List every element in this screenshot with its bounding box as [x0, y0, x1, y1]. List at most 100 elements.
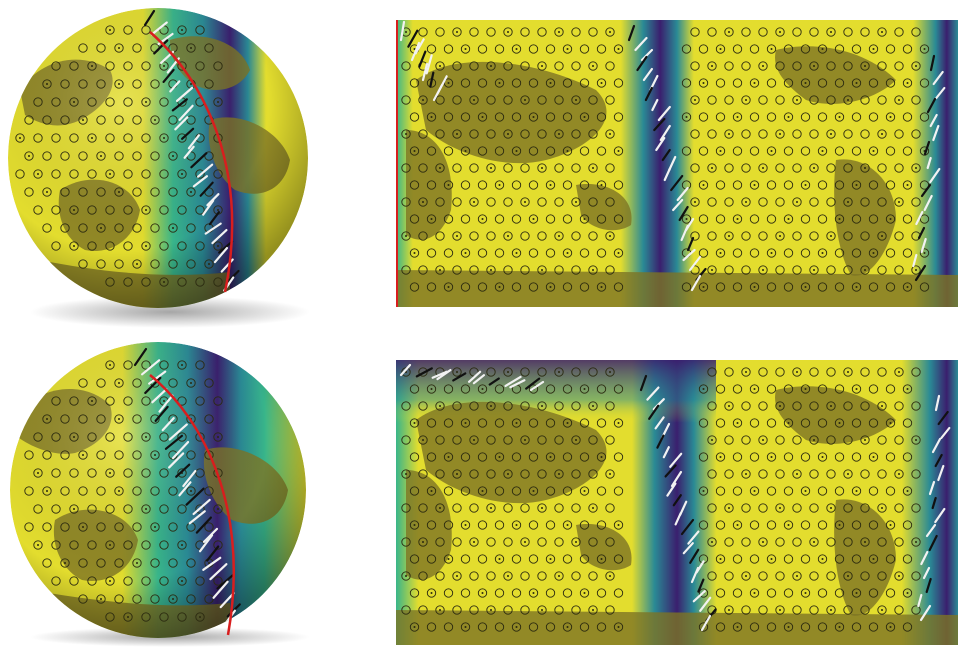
circle-marker-icon: [60, 450, 70, 460]
circle-marker-icon: [418, 129, 428, 139]
dot-circle-marker-icon: [19, 137, 21, 139]
circle-marker-icon: [596, 486, 607, 496]
circle-marker-icon: [132, 43, 142, 53]
circle-marker-icon: [843, 129, 853, 139]
circle-marker-icon: [477, 418, 488, 428]
dot-circle-marker-icon: [889, 218, 892, 220]
map-panel-bottom: [396, 360, 958, 645]
arrow-vector-icon: [931, 437, 942, 454]
circle-marker-icon: [758, 163, 768, 173]
circle-marker-icon: [69, 133, 79, 143]
globe-shading: [10, 342, 306, 638]
circle-marker-icon: [78, 187, 88, 197]
circle-marker-icon: [186, 594, 196, 604]
circle-marker-icon: [409, 78, 420, 88]
dot-circle-marker-icon: [46, 191, 48, 193]
arrow-vector-icon: [932, 70, 944, 86]
arrow-vector-icon: [178, 481, 192, 497]
dot-circle-marker-icon: [821, 150, 824, 152]
dot-circle-marker-icon: [464, 252, 467, 254]
circle-marker-icon: [868, 520, 879, 530]
circle-marker-icon: [783, 486, 794, 496]
circle-marker-icon: [494, 486, 505, 496]
circle-marker-icon: [588, 401, 598, 411]
arrow-vector-icon: [929, 54, 936, 72]
circle-marker-icon: [775, 401, 785, 411]
circle-marker-icon: [486, 95, 496, 105]
circle-marker-icon: [707, 265, 717, 275]
dot-circle-marker-icon: [498, 286, 501, 288]
circle-marker-icon: [571, 367, 581, 377]
circle-marker-icon: [732, 554, 743, 564]
dot-circle-marker-icon: [464, 626, 467, 628]
circle-marker-icon: [51, 241, 61, 251]
circle-marker-icon: [150, 594, 160, 604]
circle-marker-icon: [911, 537, 921, 547]
arrow-vector-icon: [432, 83, 444, 102]
circle-marker-icon: [469, 537, 479, 547]
circle-marker-icon: [732, 146, 743, 156]
dot-circle-marker-icon: [617, 422, 620, 424]
dot-circle-marker-icon: [728, 405, 730, 407]
dot-circle-marker-icon: [855, 184, 858, 186]
circle-marker-icon: [520, 27, 530, 37]
dot-circle-marker-icon: [46, 418, 48, 420]
circle-marker-icon: [435, 401, 445, 411]
circle-marker-icon: [758, 95, 768, 105]
dot-circle-marker-icon: [915, 167, 917, 169]
circle-marker-icon: [123, 504, 133, 514]
circle-marker-icon: [418, 503, 428, 513]
circle-marker-icon: [426, 282, 437, 292]
dot-circle-marker-icon: [490, 507, 492, 509]
circle-marker-icon: [213, 97, 223, 107]
circle-marker-icon: [877, 163, 887, 173]
circle-marker-icon: [707, 61, 717, 71]
circle-marker-icon: [78, 115, 88, 125]
dot-circle-marker-icon: [753, 490, 756, 492]
circle-marker-icon: [554, 401, 564, 411]
dot-circle-marker-icon: [702, 82, 705, 84]
circle-marker-icon: [732, 214, 743, 224]
circle-marker-icon: [503, 95, 513, 105]
dot-circle-marker-icon: [762, 439, 764, 441]
circle-marker-icon: [195, 25, 205, 35]
dot-circle-marker-icon: [464, 150, 467, 152]
circle-marker-icon: [902, 554, 913, 564]
circle-marker-icon: [105, 277, 115, 287]
circle-marker-icon: [571, 27, 581, 37]
circle-marker-icon: [426, 146, 437, 156]
circle-marker-icon: [51, 61, 61, 71]
circle-marker-icon: [520, 197, 530, 207]
circle-marker-icon: [528, 554, 539, 564]
circle-marker-icon: [42, 115, 52, 125]
circle-marker-icon: [749, 112, 760, 122]
dot-circle-marker-icon: [728, 507, 730, 509]
circle-marker-icon: [123, 576, 133, 586]
circle-marker-icon: [885, 622, 896, 632]
circle-marker-icon: [588, 61, 598, 71]
circle-marker-icon: [792, 61, 802, 71]
arrow-vector-icon: [148, 370, 167, 385]
circle-marker-icon: [826, 571, 836, 581]
circle-marker-icon: [511, 486, 522, 496]
circle-marker-icon: [843, 537, 853, 547]
circle-marker-icon: [168, 151, 178, 161]
circle-marker-icon: [613, 146, 624, 156]
dot-circle-marker-icon: [719, 558, 722, 560]
dot-circle-marker-icon: [100, 155, 102, 157]
dot-circle-marker-icon: [405, 473, 407, 475]
dot-circle-marker-icon: [906, 184, 909, 186]
circle-marker-icon: [715, 78, 726, 88]
circle-marker-icon: [911, 129, 921, 139]
circle-marker-icon: [159, 133, 169, 143]
circle-marker-icon: [741, 571, 751, 581]
circle-marker-icon: [418, 435, 428, 445]
circle-marker-icon: [554, 61, 564, 71]
dot-circle-marker-icon: [830, 507, 832, 509]
circle-marker-icon: [105, 61, 115, 71]
arrow-vector-icon: [188, 510, 206, 525]
arrow-vector-icon: [925, 523, 937, 538]
dot-circle-marker-icon: [694, 99, 696, 101]
dot-circle-marker-icon: [217, 209, 219, 211]
dot-circle-marker-icon: [405, 575, 407, 577]
